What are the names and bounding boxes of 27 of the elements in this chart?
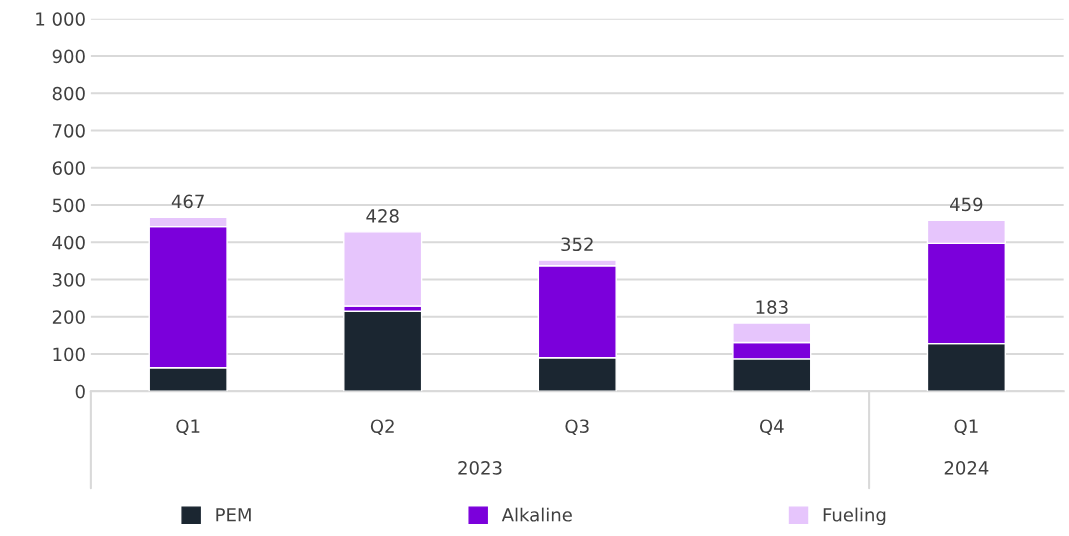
total-label: 183 — [756, 300, 788, 315]
y-tick-label: 100 — [53, 347, 85, 362]
y-tick-label: 300 — [52, 272, 85, 287]
y-tick-label: 800 — [52, 86, 85, 101]
bar — [343, 310, 423, 392]
total-label: 459 — [950, 197, 983, 212]
y-tick-label: 0 — [75, 384, 85, 399]
legend-label: Fueling — [823, 507, 886, 526]
y-tick-label: 1 000 — [36, 12, 85, 26]
total-label: 352 — [561, 237, 593, 252]
x-tick-label: Q1 — [176, 419, 200, 436]
y-tick-label: 900 — [52, 49, 85, 64]
x-tick-label: Q3 — [565, 419, 589, 436]
x-tick-label: Q1 — [954, 419, 978, 436]
y-tick-label: 200 — [52, 310, 85, 324]
legend-label: PEM — [216, 508, 251, 522]
y-tick-label: 500 — [52, 198, 85, 213]
y-tick-label: 700 — [53, 123, 85, 138]
y-tick-label: 600 — [52, 161, 85, 175]
x-tick-label: Q2 — [370, 419, 394, 436]
y-tick-label: 400 — [52, 235, 85, 250]
total-label: 467 — [171, 194, 204, 209]
total-label: 428 — [366, 209, 399, 223]
text: 2023 — [458, 461, 502, 475]
legend-label: Alkaline — [501, 507, 572, 522]
text: 2024 — [944, 461, 989, 475]
x-tick-label: Q4 — [759, 419, 784, 436]
